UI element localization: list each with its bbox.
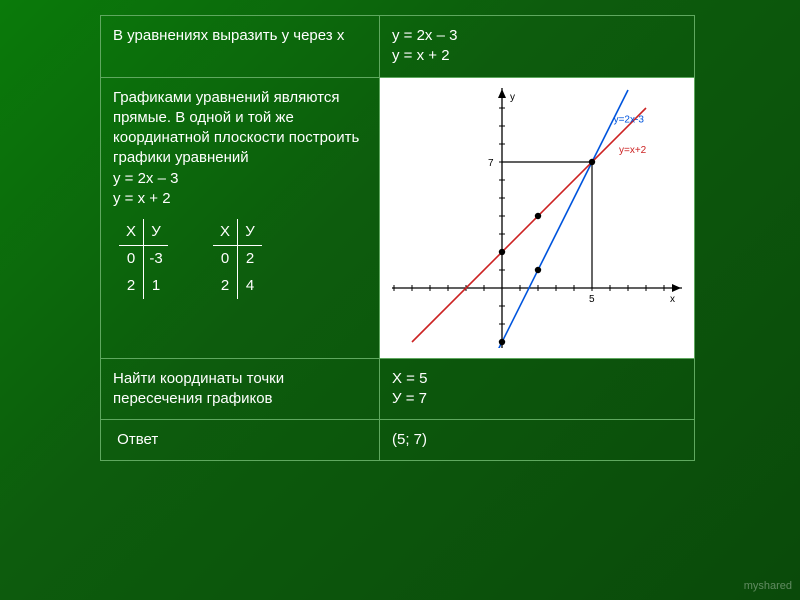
table-row: В уравнениях выразить у через х у = 2х –…: [101, 16, 695, 78]
watermark: myshared: [744, 580, 792, 592]
row3-left-text: Найти координаты точки пересечения графи…: [113, 370, 284, 407]
vt2-r2y: 4: [238, 273, 262, 299]
row2-eq1: у = 2х – 3: [113, 169, 367, 189]
vt1-r2y: 1: [144, 273, 168, 299]
row1-eq2: у = х + 2: [392, 46, 682, 66]
row2-para: Графиками уравнений являются прямые. В о…: [113, 88, 367, 169]
vt1-hx: Х: [119, 219, 144, 246]
vt2-hx: Х: [213, 219, 238, 246]
row3-left: Найти координаты точки пересечения графи…: [101, 358, 380, 420]
vt1-hy: У: [144, 219, 168, 246]
table-row: Графиками уравнений являются прямые. В о…: [101, 77, 695, 358]
row1-right: у = 2х – 3 у = х + 2: [380, 16, 695, 78]
coordinate-chart: x y 5 7 у=2x-3 у=x+2: [392, 88, 682, 348]
row2-eq2: у = х + 2: [113, 189, 367, 209]
svg-text:5: 5: [589, 294, 595, 305]
answer-value: (5; 7): [392, 431, 427, 448]
svg-text:y: y: [510, 92, 515, 103]
vt2-r1x: 0: [213, 246, 238, 272]
svg-text:у=2x-3: у=2x-3: [614, 114, 645, 125]
value-tables: Х У 0 -3 2 1 Х У: [119, 219, 367, 299]
row1-left: В уравнениях выразить у через х: [101, 16, 380, 78]
answer-label: Ответ: [117, 431, 158, 448]
table-row: Найти координаты точки пересечения графи…: [101, 358, 695, 420]
vt1-r2x: 2: [119, 273, 144, 299]
row2-left: Графиками уравнений являются прямые. В о…: [101, 77, 380, 358]
chart-cell: x y 5 7 у=2x-3 у=x+2: [380, 77, 695, 358]
solution-table: В уравнениях выразить у через х у = 2х –…: [100, 15, 695, 461]
row1-eq1: у = 2х – 3: [392, 26, 682, 46]
svg-text:у=x+2: у=x+2: [619, 145, 647, 156]
vt1-r1y: -3: [144, 246, 168, 272]
svg-text:7: 7: [488, 158, 494, 169]
row4-left: Ответ: [101, 420, 380, 461]
value-table-1: Х У 0 -3 2 1: [119, 219, 168, 299]
svg-text:x: x: [670, 294, 675, 305]
row3-right: Х = 5 У = 7: [380, 358, 695, 420]
row3-x: Х = 5: [392, 369, 682, 389]
row3-y: У = 7: [392, 389, 682, 409]
table-row: Ответ (5; 7): [101, 420, 695, 461]
vt2-r1y: 2: [238, 246, 262, 272]
value-table-2: Х У 0 2 2 4: [213, 219, 262, 299]
row1-left-text: В уравнениях выразить у через х: [113, 27, 344, 44]
vt2-r2x: 2: [213, 273, 238, 299]
vt2-hy: У: [238, 219, 262, 246]
row4-right: (5; 7): [380, 420, 695, 461]
vt1-r1x: 0: [119, 246, 144, 272]
